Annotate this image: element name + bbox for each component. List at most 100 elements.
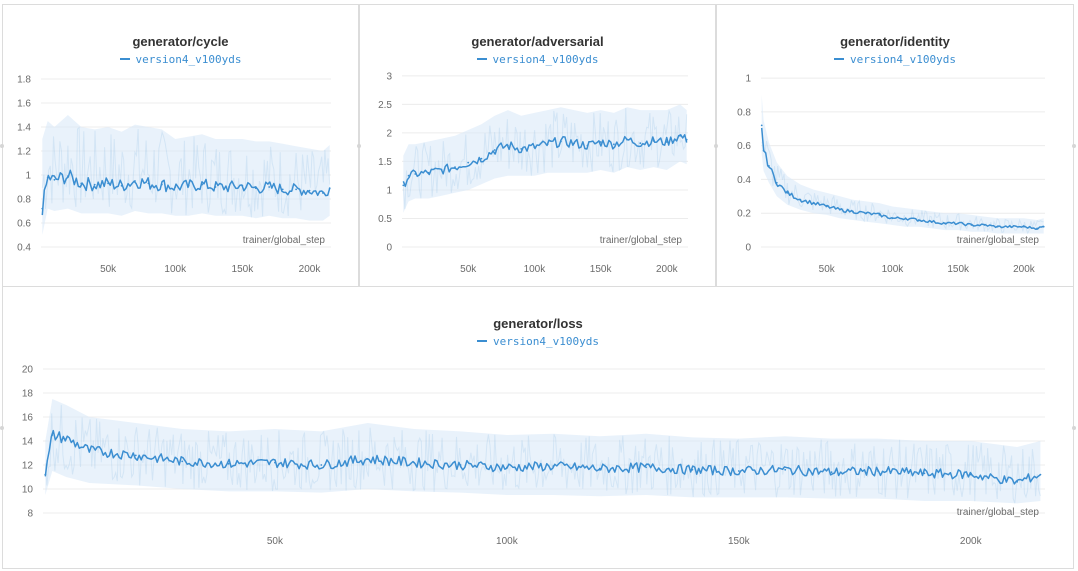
legend-label: version4_v100yds (492, 53, 599, 66)
data-point (1042, 225, 1045, 228)
data-point (626, 138, 628, 141)
data-point (983, 224, 986, 226)
x-tick-label: 100k (882, 264, 905, 275)
data-point (1023, 225, 1025, 228)
data-point (254, 187, 257, 190)
chart-svg-loss: 8 10 12 14 16 18 20 50k 100k 150k 200k trainer/glob… (22, 365, 1045, 547)
data-point (1039, 473, 1042, 476)
data-point (923, 472, 926, 475)
data-point (917, 219, 920, 221)
x-tick-label: 200k (656, 264, 679, 275)
data-point (227, 462, 230, 465)
chart-title: generator/adversarial (471, 34, 604, 49)
data-point (598, 467, 601, 470)
x-tick-label: 200k (960, 536, 983, 547)
data-point (493, 149, 496, 151)
panel-resize-handle[interactable] (1072, 426, 1076, 430)
y-tick-label: 1 (386, 185, 392, 196)
panel-resize-handle[interactable] (714, 144, 718, 148)
series-range-band (761, 95, 1044, 234)
data-point (768, 165, 770, 167)
y-tick-label: 0.4 (737, 175, 751, 186)
data-point (274, 461, 276, 464)
data-point (120, 184, 123, 187)
chart-title: generator/identity (840, 34, 950, 49)
x-tick-label: 50k (100, 264, 117, 275)
y-tick-label: 0.6 (737, 141, 751, 152)
panel-resize-handle[interactable] (0, 426, 4, 430)
chart-legend: version4_v100yds (717, 53, 1073, 66)
series-line (44, 429, 1041, 485)
data-point (877, 470, 879, 472)
data-point (181, 460, 184, 463)
data-point (679, 134, 681, 137)
data-point (599, 141, 602, 143)
y-tick-label: 0.4 (17, 243, 31, 254)
data-point (467, 161, 470, 164)
data-point (187, 184, 190, 187)
data-point (201, 183, 204, 186)
data-point (1009, 225, 1012, 228)
data-point (88, 449, 91, 452)
data-point (639, 142, 642, 145)
chart-panel-identity: generator/identity version4_v100yds 0 0.2 0.… (716, 4, 1074, 287)
x-tick-label: 100k (524, 264, 547, 275)
data-point (1036, 227, 1038, 230)
series-range-band (45, 399, 1041, 504)
x-tick-label: 150k (232, 264, 255, 275)
data-point (931, 220, 933, 223)
legend-label: version4_v100yds (493, 335, 599, 348)
data-point (80, 182, 83, 185)
chart-legend: version4_v100yds (3, 335, 1073, 348)
data-point (214, 186, 217, 188)
x-axis-label: trainer/global_step (243, 235, 326, 246)
y-tick-label: 0.6 (17, 219, 31, 230)
series-raw-trace (402, 107, 688, 210)
data-point (174, 186, 177, 188)
data-point (546, 143, 549, 146)
data-point (440, 169, 443, 171)
data-point (507, 144, 509, 147)
data-point (784, 468, 787, 471)
y-tick-label: 8 (27, 509, 33, 520)
y-tick-label: 18 (22, 389, 34, 400)
y-tick-label: 1 (25, 171, 31, 182)
x-tick-label: 200k (299, 264, 322, 275)
panel-resize-handle[interactable] (357, 144, 361, 148)
y-tick-label: 2 (386, 128, 392, 139)
data-point (812, 202, 815, 205)
y-tick-label: 0 (745, 243, 751, 254)
data-point (480, 157, 483, 160)
y-tick-label: 1.2 (17, 147, 31, 158)
data-point (996, 225, 999, 228)
y-tick-label: 1.5 (378, 157, 392, 168)
data-point (308, 189, 311, 192)
data-point (228, 186, 230, 188)
series-line (760, 127, 1044, 231)
data-point (414, 173, 417, 175)
data-point (520, 148, 523, 150)
data-point (825, 205, 828, 208)
x-tick-label: 50k (460, 264, 477, 275)
data-point (691, 468, 694, 471)
x-tick-label: 50k (819, 264, 836, 275)
data-point (560, 140, 562, 143)
panel-resize-handle[interactable] (0, 144, 4, 148)
data-point (322, 192, 324, 194)
panel-resize-handle[interactable] (1072, 144, 1076, 148)
data-point (107, 182, 109, 185)
data-point (865, 212, 868, 215)
data-point (878, 214, 881, 216)
data-point (573, 142, 575, 145)
legend-label: version4_v100yds (135, 53, 242, 66)
data-point (852, 210, 854, 213)
data-point (969, 473, 972, 476)
data-point (762, 149, 765, 152)
data-point (786, 192, 789, 194)
chart-panel-cycle: generator/cycle version4_v100yds 0.4 0.6 0.8… (2, 4, 359, 287)
y-tick-label: 10 (22, 485, 34, 496)
data-point (134, 180, 136, 182)
y-tick-label: 1.4 (17, 123, 31, 134)
data-point (427, 171, 430, 174)
